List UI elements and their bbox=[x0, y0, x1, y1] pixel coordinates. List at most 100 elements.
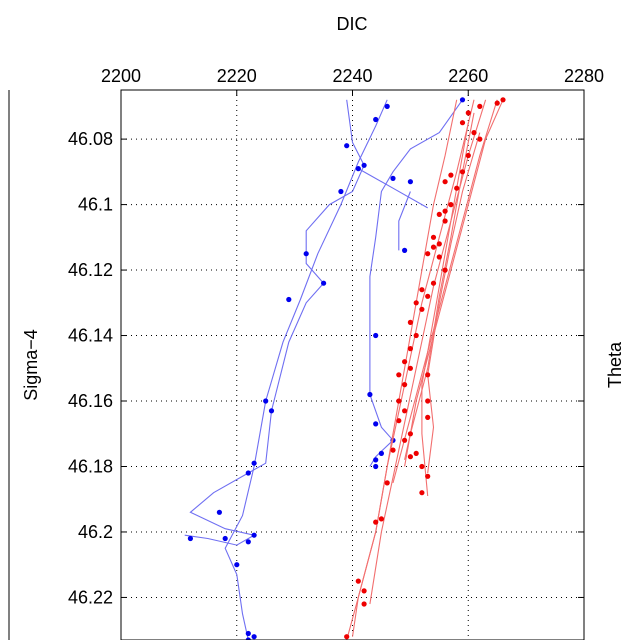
red-data-point bbox=[413, 332, 419, 339]
y-tick-label: 46.08 bbox=[68, 129, 113, 149]
blue-data-point bbox=[263, 398, 269, 404]
blue-data-point bbox=[367, 391, 373, 398]
blue-data-point bbox=[245, 539, 251, 545]
y-tick-label: 46.16 bbox=[68, 391, 113, 411]
blue-data-point bbox=[216, 509, 222, 515]
blue-data-point bbox=[378, 450, 384, 456]
red-data-point bbox=[361, 601, 367, 607]
red-data-point bbox=[413, 450, 419, 456]
red-data-point bbox=[425, 473, 431, 479]
blue-data-point bbox=[245, 630, 251, 637]
red-data-point bbox=[430, 280, 437, 286]
y-tick-label: 46.12 bbox=[68, 260, 113, 280]
y-tick-label: 46.22 bbox=[68, 587, 113, 607]
red-data-point bbox=[384, 480, 390, 486]
blue-data-point bbox=[251, 634, 257, 640]
red-data-point bbox=[436, 254, 442, 260]
blue-data-point bbox=[344, 143, 350, 149]
red-data-point bbox=[448, 202, 454, 208]
x-tick-label: 2200 bbox=[101, 66, 141, 86]
red-data-point bbox=[402, 382, 408, 388]
blue-data-point bbox=[251, 460, 257, 466]
red-data-point bbox=[425, 398, 431, 404]
plot-axes: 2200 2220 2240 2260 2280 46.08 46.1 46.12 46.14 4… bbox=[68, 66, 604, 640]
red-data-point bbox=[425, 372, 431, 378]
y-tick-label: 46.2 bbox=[78, 522, 113, 542]
red-data-point bbox=[396, 398, 402, 404]
red-data-point bbox=[425, 293, 431, 299]
chart-title: DIC bbox=[337, 14, 368, 34]
plot-data bbox=[184, 97, 506, 640]
y-tick-label: 46.18 bbox=[68, 456, 113, 476]
red-data-point bbox=[402, 437, 408, 443]
red-data-point bbox=[407, 365, 413, 371]
red-data-point bbox=[407, 319, 413, 325]
red-data-point bbox=[459, 120, 466, 126]
red-series-line bbox=[369, 99, 487, 605]
blue-data-point bbox=[303, 251, 309, 257]
blue-series-line bbox=[398, 191, 411, 251]
blue-data-point bbox=[390, 175, 396, 181]
grid bbox=[121, 90, 584, 640]
red-data-point bbox=[465, 110, 471, 116]
red-series-line bbox=[346, 99, 458, 640]
red-data-point bbox=[396, 418, 402, 424]
red-data-point bbox=[344, 634, 350, 640]
blue-data-point bbox=[361, 162, 367, 168]
red-data-point bbox=[373, 519, 379, 525]
red-data-point bbox=[442, 267, 448, 273]
y-axis-label: Sigma−4 bbox=[21, 329, 41, 401]
red-data-point bbox=[425, 251, 431, 257]
right-axis-partial-label: Theta bbox=[605, 341, 621, 388]
blue-data-point bbox=[251, 532, 257, 538]
red-data-point bbox=[436, 241, 442, 247]
red-data-point bbox=[500, 97, 506, 103]
blue-data-point bbox=[459, 97, 466, 103]
blue-data-point bbox=[373, 332, 379, 339]
red-data-point bbox=[454, 185, 460, 191]
blue-data-point bbox=[338, 188, 344, 195]
red-data-point bbox=[448, 172, 454, 178]
red-data-point bbox=[442, 218, 448, 224]
blue-data-point bbox=[402, 247, 408, 253]
red-data-point bbox=[494, 100, 500, 106]
blue-data-point bbox=[245, 470, 251, 476]
red-data-point bbox=[477, 136, 483, 142]
red-data-point bbox=[430, 244, 437, 250]
blue-series-line bbox=[224, 99, 388, 640]
red-data-point bbox=[419, 490, 425, 496]
red-data-point bbox=[407, 431, 413, 437]
red-data-point bbox=[361, 588, 367, 594]
blue-data-point bbox=[384, 103, 390, 109]
red-data-point bbox=[402, 408, 408, 414]
red-data-point bbox=[425, 414, 431, 420]
red-series-line bbox=[392, 99, 498, 484]
blue-data-point bbox=[187, 535, 193, 542]
red-data-point bbox=[477, 103, 483, 109]
red-data-point bbox=[396, 372, 402, 378]
red-data-point bbox=[378, 516, 384, 522]
blue-data-point bbox=[407, 179, 413, 185]
x-tick-label: 2240 bbox=[332, 66, 372, 86]
blue-data-point bbox=[234, 562, 240, 568]
red-series-line bbox=[404, 99, 504, 467]
blue-data-point bbox=[373, 457, 379, 463]
red-data-point bbox=[471, 130, 477, 136]
blue-data-point bbox=[373, 421, 379, 427]
blue-series-line bbox=[358, 168, 428, 209]
red-data-point bbox=[419, 463, 425, 470]
blue-data-point bbox=[286, 296, 292, 303]
x-tick-label: 2260 bbox=[448, 66, 488, 86]
red-data-point bbox=[430, 234, 437, 240]
red-data-point bbox=[407, 346, 413, 352]
red-data-point bbox=[390, 447, 396, 453]
x-tick-label: 2220 bbox=[217, 66, 257, 86]
blue-data-point bbox=[373, 463, 379, 470]
x-tick-label: 2280 bbox=[564, 66, 604, 86]
blue-data-point bbox=[268, 408, 275, 414]
red-data-point bbox=[442, 208, 448, 214]
red-series-line bbox=[351, 99, 475, 637]
red-series-line bbox=[427, 132, 481, 474]
blue-data-point bbox=[222, 535, 228, 542]
